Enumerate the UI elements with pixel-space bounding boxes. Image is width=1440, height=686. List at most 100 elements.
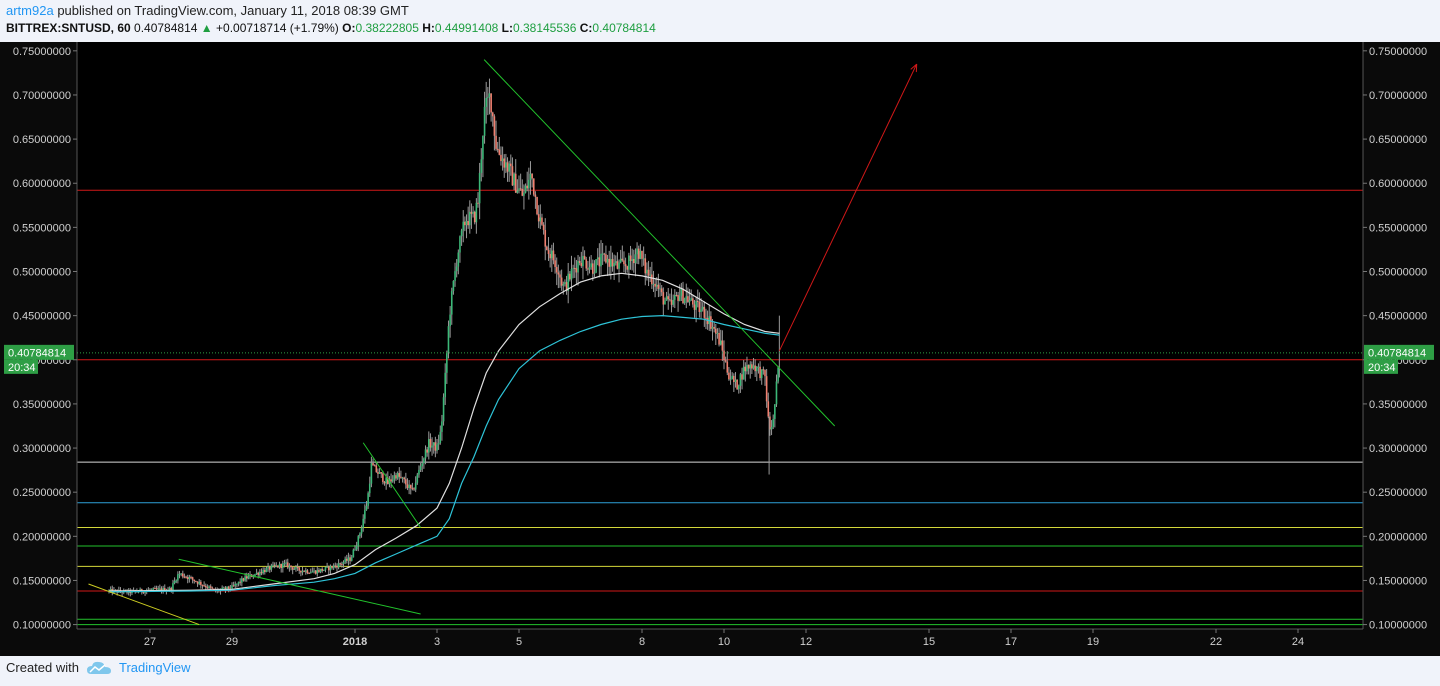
candle-body[interactable] xyxy=(308,573,310,575)
candle-body[interactable] xyxy=(642,258,645,260)
candle-body[interactable] xyxy=(186,577,189,580)
candle-body[interactable] xyxy=(277,565,279,568)
candle-body[interactable] xyxy=(408,484,410,489)
candle-body[interactable] xyxy=(418,469,420,475)
candle-body[interactable] xyxy=(469,211,471,226)
candle-body[interactable] xyxy=(193,579,196,582)
candle-body[interactable] xyxy=(559,274,561,278)
candle-body[interactable] xyxy=(683,298,686,304)
candle-body[interactable] xyxy=(355,545,358,550)
candle-body[interactable] xyxy=(582,255,584,267)
candle-body[interactable] xyxy=(436,444,438,451)
candle-body[interactable] xyxy=(413,488,415,490)
candle-body[interactable] xyxy=(163,588,166,592)
candle-body[interactable] xyxy=(296,567,299,569)
candle-body[interactable] xyxy=(278,563,281,568)
candle-body[interactable] xyxy=(434,442,437,451)
candle-body[interactable] xyxy=(596,257,599,260)
candle-body[interactable] xyxy=(354,549,356,551)
candle-body[interactable] xyxy=(716,332,719,334)
candle-body[interactable] xyxy=(536,196,538,215)
candle-body[interactable] xyxy=(362,518,364,528)
candle-body[interactable] xyxy=(424,449,427,459)
candle-body[interactable] xyxy=(623,260,625,265)
candle-body[interactable] xyxy=(510,163,512,167)
candle-body[interactable] xyxy=(651,274,653,285)
candle-body[interactable] xyxy=(646,269,648,274)
candle-body[interactable] xyxy=(459,236,461,253)
candle-body[interactable] xyxy=(273,564,276,566)
candle-body[interactable] xyxy=(336,565,338,568)
candle-body[interactable] xyxy=(565,282,568,291)
candle-body[interactable] xyxy=(737,385,740,390)
candle-body[interactable] xyxy=(644,258,647,274)
candle-body[interactable] xyxy=(449,314,451,327)
candle-body[interactable] xyxy=(485,97,487,107)
candle-body[interactable] xyxy=(313,570,315,572)
candle-body[interactable] xyxy=(441,421,443,432)
candle-body[interactable] xyxy=(282,563,284,569)
candle-body[interactable] xyxy=(744,366,747,372)
candle-body[interactable] xyxy=(450,291,453,315)
candle-body[interactable] xyxy=(305,570,307,572)
candle-body[interactable] xyxy=(431,445,433,448)
candle-body[interactable] xyxy=(501,158,504,162)
candle-body[interactable] xyxy=(613,262,615,267)
candle-body[interactable] xyxy=(759,366,761,379)
candle-body[interactable] xyxy=(360,527,363,534)
candle-body[interactable] xyxy=(693,304,696,310)
candle-body[interactable] xyxy=(393,475,396,480)
candle-body[interactable] xyxy=(283,563,286,565)
candle-body[interactable] xyxy=(255,572,258,575)
candle-body[interactable] xyxy=(728,372,730,380)
candle-body[interactable] xyxy=(326,566,328,568)
candle-body[interactable] xyxy=(588,267,591,270)
candle-body[interactable] xyxy=(309,572,312,574)
candle-body[interactable] xyxy=(608,258,610,267)
candle-body[interactable] xyxy=(221,587,223,590)
candle-body[interactable] xyxy=(710,316,712,329)
candle-body[interactable] xyxy=(398,473,401,477)
candle-body[interactable] xyxy=(155,588,158,590)
candle-body[interactable] xyxy=(577,260,579,273)
candle-body[interactable] xyxy=(159,588,161,590)
candle-body[interactable] xyxy=(257,572,260,575)
candle-body[interactable] xyxy=(672,299,674,305)
candle-body[interactable] xyxy=(606,258,609,263)
author-link[interactable]: artm92a xyxy=(6,3,54,18)
candle-body[interactable] xyxy=(631,259,633,261)
candle-body[interactable] xyxy=(288,565,291,568)
candle-body[interactable] xyxy=(487,97,489,99)
chart-area[interactable]: 0.10000000 0.10000000 0.15000000 0.15000000… xyxy=(0,42,1440,656)
candle-body[interactable] xyxy=(595,259,597,273)
candle-body[interactable] xyxy=(633,259,635,264)
candle-body[interactable] xyxy=(377,472,379,474)
candle-body[interactable] xyxy=(626,266,629,270)
candle-body[interactable] xyxy=(726,361,729,373)
candle-body[interactable] xyxy=(462,221,465,231)
candle-body[interactable] xyxy=(542,224,545,231)
candle-body[interactable] xyxy=(655,284,658,287)
candle-body[interactable] xyxy=(616,261,619,269)
candle-body[interactable] xyxy=(703,306,706,318)
candle-body[interactable] xyxy=(733,375,735,383)
candle-body[interactable] xyxy=(718,332,720,345)
candle-body[interactable] xyxy=(603,253,606,255)
candle-body[interactable] xyxy=(475,202,478,223)
candle-body[interactable] xyxy=(552,250,555,261)
candle-body[interactable] xyxy=(734,379,737,383)
candle-body[interactable] xyxy=(472,211,474,214)
candle-body[interactable] xyxy=(178,573,181,575)
candle-body[interactable] xyxy=(437,442,440,445)
candle-body[interactable] xyxy=(698,301,701,312)
candle-body[interactable] xyxy=(232,585,235,587)
candle-body[interactable] xyxy=(409,484,412,489)
forecast-arrow-line[interactable] xyxy=(778,63,918,352)
candle-body[interactable] xyxy=(546,246,548,251)
candle-body[interactable] xyxy=(715,328,717,334)
candle-body[interactable] xyxy=(400,476,402,478)
candle-body[interactable] xyxy=(654,283,656,287)
candle-body[interactable] xyxy=(455,266,458,272)
candle-body[interactable] xyxy=(311,571,314,573)
trend-line[interactable] xyxy=(483,59,836,427)
